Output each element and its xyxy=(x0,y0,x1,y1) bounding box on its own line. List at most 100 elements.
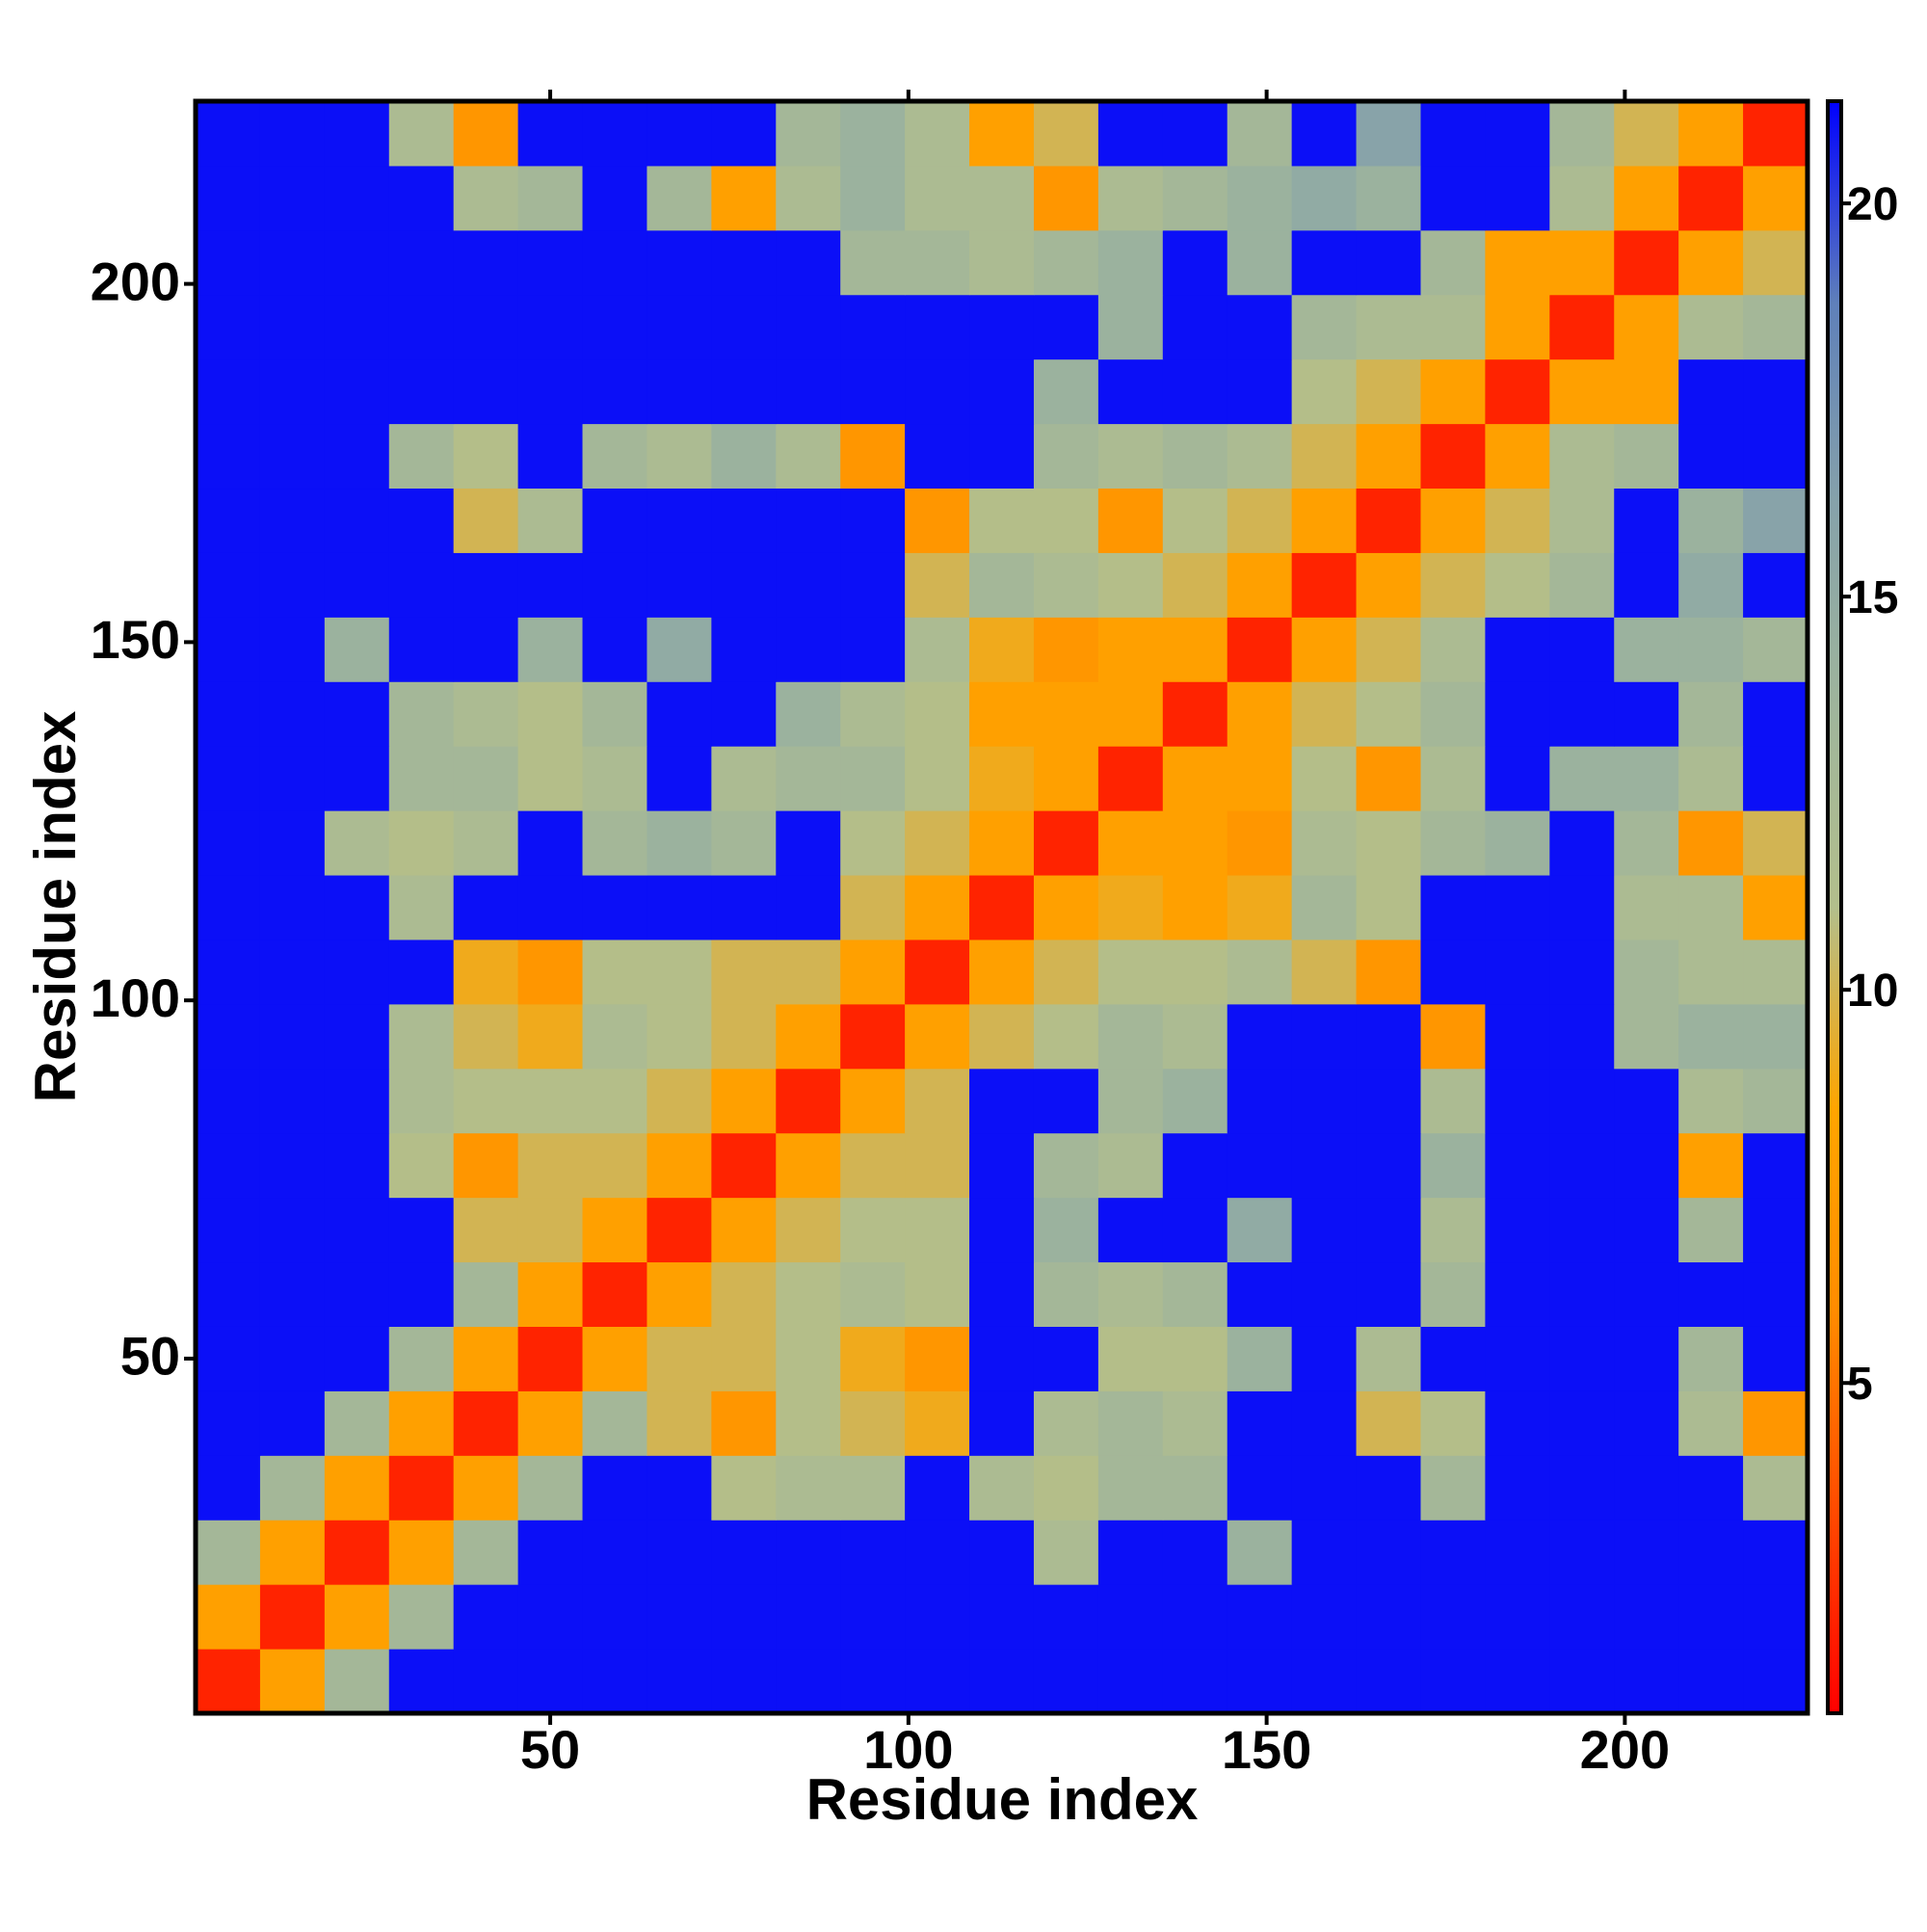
heatmap-cell xyxy=(711,229,777,296)
heatmap-cell xyxy=(1678,1649,1744,1714)
heatmap-cell xyxy=(1420,1455,1486,1521)
heatmap-cell xyxy=(1549,810,1615,876)
heatmap-cell xyxy=(1420,101,1486,167)
heatmap-cell xyxy=(1549,875,1615,940)
heatmap-cell xyxy=(1614,1455,1679,1521)
heatmap-cell xyxy=(711,1390,777,1456)
heatmap-cell xyxy=(517,101,584,167)
heatmap-cell xyxy=(1743,423,1808,490)
heatmap-cell xyxy=(453,488,519,553)
heatmap-cell xyxy=(1420,1649,1486,1714)
heatmap-cell xyxy=(776,1197,841,1263)
heatmap-cell xyxy=(969,1520,1035,1585)
heatmap-cell xyxy=(840,294,906,360)
heatmap-cell xyxy=(1033,1132,1099,1199)
heatmap-cell xyxy=(905,1584,970,1650)
heatmap-cell xyxy=(1227,552,1293,618)
heatmap-cell xyxy=(840,165,906,231)
heatmap-cell xyxy=(388,875,455,940)
heatmap-cell xyxy=(324,1584,390,1650)
heatmap-cell xyxy=(1162,1649,1228,1714)
heatmap-cell xyxy=(1485,552,1550,618)
heatmap-cell xyxy=(259,229,326,296)
heatmap-cell xyxy=(1097,1390,1164,1456)
heatmap-cell xyxy=(1614,101,1679,167)
heatmap-cell xyxy=(1743,1132,1808,1199)
heatmap-cell xyxy=(196,617,261,682)
heatmap-cell xyxy=(1227,1326,1293,1391)
heatmap-cell xyxy=(517,939,584,1005)
plot-border xyxy=(193,98,1810,1716)
heatmap-cell xyxy=(1549,939,1615,1005)
heatmap-cell xyxy=(840,1455,906,1521)
heatmap-cell xyxy=(776,1132,841,1199)
heatmap-cell xyxy=(776,1261,841,1327)
heatmap-cell xyxy=(1678,1197,1744,1263)
heatmap-cell xyxy=(711,165,777,231)
heatmap-cell xyxy=(453,1261,519,1327)
heatmap-cell xyxy=(1227,681,1293,747)
heatmap-cell xyxy=(969,1455,1035,1521)
heatmap-cell xyxy=(840,552,906,618)
heatmap-cell xyxy=(1485,1132,1550,1199)
heatmap-cell xyxy=(259,358,326,425)
heatmap-cell xyxy=(1485,358,1550,425)
heatmap-cell xyxy=(1033,939,1099,1005)
heatmap-cell xyxy=(1291,101,1358,167)
heatmap-cell xyxy=(1097,423,1164,490)
heatmap-cell xyxy=(1097,1326,1164,1391)
heatmap-cell xyxy=(1420,358,1486,425)
heatmap-cell xyxy=(1033,1197,1099,1263)
heatmap-cell xyxy=(259,1584,326,1650)
heatmap-cell xyxy=(1356,1197,1421,1263)
heatmap-cell xyxy=(1485,875,1550,940)
heatmap-cell xyxy=(1678,165,1744,231)
heatmap-cell xyxy=(259,875,326,940)
heatmap-cell xyxy=(1162,1584,1228,1650)
heatmap-cell xyxy=(1227,1520,1293,1585)
heatmap-cell xyxy=(1291,1584,1358,1650)
heatmap-cell xyxy=(905,681,970,747)
heatmap-cell xyxy=(1227,488,1293,553)
heatmap-cell xyxy=(1614,423,1679,490)
heatmap-cell xyxy=(582,1455,647,1521)
heatmap-cell xyxy=(1162,101,1228,167)
heatmap-cell xyxy=(582,1649,647,1714)
heatmap-cell xyxy=(840,423,906,490)
heatmap-cell xyxy=(517,423,584,490)
heatmap-cell xyxy=(1485,1520,1550,1585)
heatmap-cell xyxy=(711,617,777,682)
heatmap-cell xyxy=(517,1390,584,1456)
heatmap-cell xyxy=(196,423,261,490)
heatmap-cell xyxy=(1678,488,1744,553)
heatmap-cell xyxy=(1356,939,1421,1005)
heatmap-cell xyxy=(840,1584,906,1650)
heatmap-cell xyxy=(388,358,455,425)
heatmap-cell xyxy=(969,681,1035,747)
heatmap-cell xyxy=(776,101,841,167)
heatmap-cell xyxy=(1227,358,1293,425)
heatmap-cell xyxy=(582,681,647,747)
heatmap-cell xyxy=(1356,1390,1421,1456)
x-tick-label: 150 xyxy=(1222,1719,1311,1780)
heatmap-cell xyxy=(776,1003,841,1070)
heatmap-cell xyxy=(1356,1326,1421,1391)
heatmap-cell xyxy=(1549,746,1615,811)
heatmap-cell xyxy=(969,1132,1035,1199)
heatmap-cell xyxy=(776,165,841,231)
heatmap-cell xyxy=(840,875,906,940)
heatmap-cell xyxy=(196,939,261,1005)
heatmap-cell xyxy=(1420,552,1486,618)
heatmap-cell xyxy=(969,746,1035,811)
heatmap-cell xyxy=(1227,1197,1293,1263)
heatmap-cell xyxy=(711,423,777,490)
heatmap-cell xyxy=(1033,358,1099,425)
heatmap-cell xyxy=(582,294,647,360)
heatmap-cell xyxy=(1614,1132,1679,1199)
heatmap-cell xyxy=(453,939,519,1005)
heatmap-cell xyxy=(1033,1584,1099,1650)
heatmap-cell xyxy=(969,294,1035,360)
heatmap-cell xyxy=(1549,681,1615,747)
heatmap-cell xyxy=(840,229,906,296)
